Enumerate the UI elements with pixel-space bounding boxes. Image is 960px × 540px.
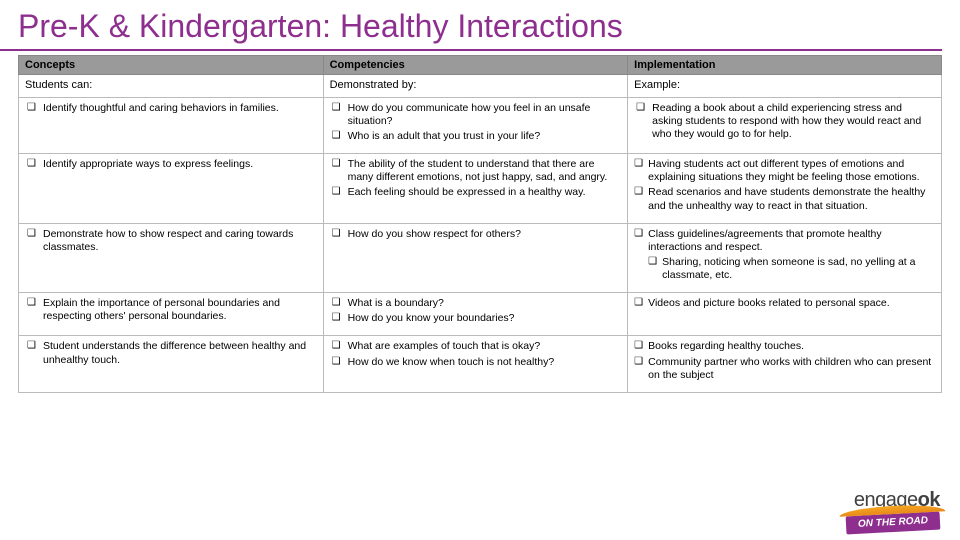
subheader-concepts: Students can:	[19, 75, 324, 98]
logo-badge: ON THE ROAD	[846, 512, 941, 535]
list-item: Student understands the difference betwe…	[25, 340, 317, 366]
list-item: Read scenarios and have students demonst…	[634, 186, 935, 212]
competencies-cell: What are examples of touch that is okay?…	[323, 336, 628, 392]
list-item: Demonstrate how to show respect and cari…	[25, 228, 317, 254]
implementation-cell: Books regarding healthy touches. Communit…	[628, 336, 942, 392]
list-item: Reading a book about a child experiencin…	[634, 102, 935, 141]
list-item: How do you show respect for others?	[330, 228, 622, 241]
header-implementation: Implementation	[628, 56, 942, 75]
page-title: Pre-K & Kindergarten: Healthy Interactio…	[0, 0, 942, 51]
implementation-cell: Reading a book about a child experiencin…	[628, 97, 942, 153]
header-concepts: Concepts	[19, 56, 324, 75]
list-item: Class guidelines/agreements that promote…	[634, 228, 935, 283]
list-item: How do you know your boundaries?	[330, 312, 622, 325]
concepts-cell: Demonstrate how to show respect and cari…	[19, 223, 324, 293]
list-item: Each feeling should be expressed in a he…	[330, 186, 622, 199]
list-item: Having students act out different types …	[634, 158, 935, 184]
concepts-cell: Identify appropriate ways to express fee…	[19, 154, 324, 224]
list-item: What are examples of touch that is okay?	[330, 340, 622, 353]
engageok-logo: engageok ON THE ROAD	[846, 489, 940, 532]
subheader-implementation: Example:	[628, 75, 942, 98]
table-header-row: Concepts Competencies Implementation	[19, 56, 942, 75]
table-subheader-row: Students can: Demonstrated by: Example:	[19, 75, 942, 98]
list-item: Explain the importance of personal bound…	[25, 297, 317, 323]
implementation-cell: Class guidelines/agreements that promote…	[628, 223, 942, 293]
list-item: How do we know when touch is not healthy…	[330, 356, 622, 369]
concepts-cell: Explain the importance of personal bound…	[19, 293, 324, 336]
competencies-cell: The ability of the student to understand…	[323, 154, 628, 224]
list-item: Identify thoughtful and caring behaviors…	[25, 102, 317, 115]
table-row: Identify appropriate ways to express fee…	[19, 154, 942, 224]
table-row: Student understands the difference betwe…	[19, 336, 942, 392]
concepts-cell: Student understands the difference betwe…	[19, 336, 324, 392]
implementation-cell: Videos and picture books related to pers…	[628, 293, 942, 336]
list-item: The ability of the student to understand…	[330, 158, 622, 184]
header-competencies: Competencies	[323, 56, 628, 75]
concepts-cell: Identify thoughtful and caring behaviors…	[19, 97, 324, 153]
implementation-cell: Having students act out different types …	[628, 154, 942, 224]
table-row: Demonstrate how to show respect and cari…	[19, 223, 942, 293]
table-row: Identify thoughtful and caring behaviors…	[19, 97, 942, 153]
table-row: Explain the importance of personal bound…	[19, 293, 942, 336]
list-item: Community partner who works with childre…	[634, 356, 935, 382]
standards-table: Concepts Competencies Implementation Stu…	[18, 55, 942, 393]
competencies-cell: How do you communicate how you feel in a…	[323, 97, 628, 153]
subheader-competencies: Demonstrated by:	[323, 75, 628, 98]
list-item: Books regarding healthy touches.	[634, 340, 935, 353]
competencies-cell: What is a boundary? How do you know your …	[323, 293, 628, 336]
list-item: Who is an adult that you trust in your l…	[330, 130, 622, 143]
list-item: Sharing, noticing when someone is sad, n…	[648, 256, 935, 282]
competencies-cell: How do you show respect for others?	[323, 223, 628, 293]
list-item: What is a boundary?	[330, 297, 622, 310]
list-item: Videos and picture books related to pers…	[634, 297, 935, 310]
list-item: How do you communicate how you feel in a…	[330, 102, 622, 128]
list-item: Identify appropriate ways to express fee…	[25, 158, 317, 171]
